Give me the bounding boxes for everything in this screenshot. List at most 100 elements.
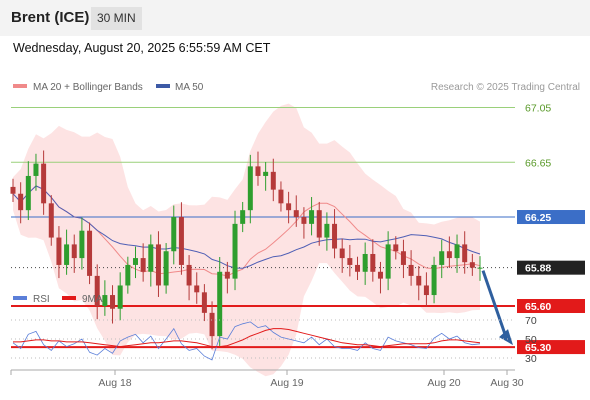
candle-bearish [316,210,322,238]
candle-bearish [270,171,276,190]
candle-bearish [393,244,399,252]
candle-bullish [217,271,223,337]
candle-bullish [102,295,108,307]
candle-bullish [132,258,138,265]
candle-bullish [385,244,391,279]
candle-bullish [171,217,177,252]
candle-bullish [263,171,269,176]
candle-bearish [94,275,100,307]
candle-bullish [163,251,169,286]
legend-swatch-ma50 [156,84,170,88]
candle-bearish [377,271,383,279]
legend-label-rsi: RSI [33,294,50,305]
candle-bearish [347,258,353,265]
candle-bearish [462,244,468,263]
candle-bullish [454,244,460,259]
x-tick-label: Aug 19 [270,377,303,389]
candle-bearish [56,237,62,265]
y-label-box [517,260,585,275]
y-tick-label: 67.05 [525,103,551,115]
legend-swatch-ma20 [13,84,27,88]
candle-bearish [140,258,146,272]
candle-bearish [370,253,376,272]
candle-bearish [10,186,16,194]
candle-bullish [240,210,246,224]
legend-swatch-9ma [62,296,76,300]
candle-bearish [178,217,184,265]
candle-bullish [117,285,123,309]
candle-bearish [110,295,116,309]
watermark: Research © 2025 Trading Central [431,82,580,93]
candle-bullish [148,244,154,272]
candle-bearish [194,285,200,293]
candle-bearish [71,244,77,259]
candle-bearish [186,264,192,286]
y-label-box [517,340,585,355]
candle-bearish [87,230,93,276]
forecast-arrow-head [499,329,513,346]
rsi-ma-line [13,328,481,348]
y-label-box [517,299,585,314]
timeframe-button[interactable]: 30 MIN [91,7,142,30]
y-tick-label: 65.88 [525,263,551,275]
candle-bearish [286,203,292,211]
y-tick-label: 66.65 [525,157,551,169]
candle-bullish [33,163,39,176]
candle-bullish [25,175,31,211]
rsi-tick-label: 50 [525,334,537,346]
legend-swatch-rsi [13,296,27,300]
price-chart-svg: MA 20 + Bollinger Bands MA 50 Research © 2… [10,82,585,389]
candle-bearish [224,271,230,279]
ma50-line [12,185,481,269]
candle-bullish [431,264,437,296]
header-bar: Brent (ICE) 30 MIN [0,0,590,36]
y-tick-label: 66.25 [525,212,551,224]
candle-bearish [278,189,284,204]
y-label-box [517,210,585,225]
candle-bearish [408,264,414,276]
legend-label-ma20: MA 20 + Bollinger Bands [33,82,143,93]
candle-bullish [324,223,330,238]
candle-bullish [64,244,70,265]
instrument-title: Brent (ICE) [11,9,90,26]
candle-bearish [18,193,24,211]
candle-bullish [477,267,483,269]
legend-label-ma50: MA 50 [175,82,204,93]
legend-label-9ma: 9MA [82,294,103,305]
candle-bearish [416,275,422,286]
rsi-tick-label: 30 [525,353,537,365]
candle-bearish [209,312,215,337]
candle-bullish [79,230,85,259]
candle-bullish [125,264,131,286]
candle-bearish [48,203,54,238]
x-tick-label: Aug 30 [490,377,523,389]
candle-bullish [232,223,238,279]
x-tick-label: Aug 18 [98,377,131,389]
candle-bullish [439,251,445,265]
candle-bearish [155,244,161,286]
candle-bearish [400,251,406,265]
bollinger-band [13,103,480,377]
candle-bullish [247,166,253,211]
candle-bearish [255,166,261,176]
candle-bearish [301,217,307,224]
candle-bullish [362,253,368,272]
candle-bullish [309,210,315,224]
rsi-line [12,321,481,361]
candle-bearish [355,264,361,272]
candle-bearish [332,223,338,249]
y-tick-label: 65.30 [525,342,551,354]
candle-bearish [469,262,475,268]
y-tick-label: 65.60 [525,301,551,313]
forecast-arrow-shaft [481,270,508,338]
candle-bearish [41,163,47,204]
rsi-tick-label: 70 [525,315,537,327]
candle-bearish [201,292,207,313]
candle-bearish [423,285,429,296]
candle-bearish [339,248,345,259]
candle-bearish [446,251,452,259]
candle-bearish [293,210,299,218]
x-tick-label: Aug 20 [427,377,460,389]
timestamp: Wednesday, August 20, 2025 6:55:59 AM CE… [13,41,271,55]
